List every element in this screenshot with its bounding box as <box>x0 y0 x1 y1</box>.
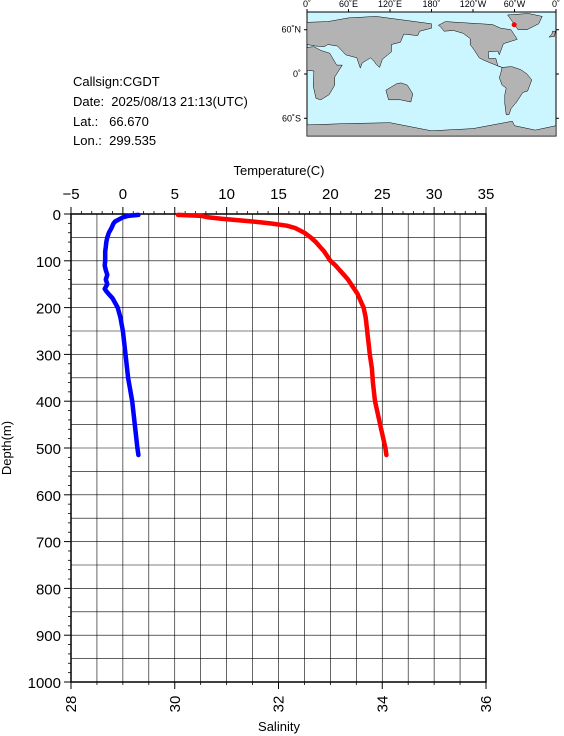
land-britain <box>548 30 556 38</box>
depth-tick-label: 1000 <box>28 675 61 692</box>
longitude-text: Lon.: 299.535 <box>73 133 157 148</box>
map-lon-label: 0˚ <box>552 0 560 9</box>
depth-axis-label: Depth(m) <box>0 421 14 475</box>
depth-tick-label: 200 <box>36 301 61 318</box>
temperature-tick-label: 20 <box>322 186 339 203</box>
map-lat-label: 60˚N <box>281 25 301 35</box>
map-lat-label: 0˚ <box>293 69 301 79</box>
map-location-marker <box>511 22 517 28</box>
depth-tick-label: 500 <box>36 441 61 458</box>
date-text: Date: 2025/08/13 21:13(UTC) <box>73 94 248 109</box>
temperature-tick-label: −5 <box>62 186 79 203</box>
plot-grid <box>71 214 486 682</box>
map-lon-label: 120˚W <box>460 0 487 9</box>
salinity-tick-label: 36 <box>478 696 495 713</box>
depth-tick-label: 300 <box>36 347 61 364</box>
land-australia <box>385 82 414 103</box>
salinity-tick-label: 28 <box>63 696 80 713</box>
map-lat-label: 60˚S <box>282 113 301 123</box>
temperature-tick-label: 15 <box>270 186 287 203</box>
land-africa <box>306 46 343 101</box>
depth-tick-label: 600 <box>36 488 61 505</box>
callsign-text: Callsign:CGDT <box>73 74 160 89</box>
map-lon-label: 0˚ <box>303 0 311 9</box>
depth-tick-label: 0 <box>53 207 61 224</box>
temperature-tick-label: 5 <box>171 186 179 203</box>
temperature-axis-label: Temperature(C) <box>233 163 324 178</box>
map-ticks <box>304 9 559 119</box>
temperature-tick-label: 30 <box>426 186 443 203</box>
axis-ticks <box>64 207 487 689</box>
temperature-tick-label: 25 <box>374 186 391 203</box>
land-americas <box>437 21 533 115</box>
location-map: 0˚ 60˚E 120˚E 180˚ 120˚W 60˚W 0˚ 60˚N 0˚ 60˚S <box>281 0 560 137</box>
temperature-tick-label: 0 <box>119 186 127 203</box>
salinity-tick-label: 32 <box>271 696 288 713</box>
map-labels: 0˚ 60˚E 120˚E 180˚ 120˚W 60˚W 0˚ 60˚N 0˚ 60˚S <box>281 0 560 123</box>
map-lon-label: 120˚E <box>378 0 402 9</box>
salinity-tick-label: 34 <box>374 696 391 713</box>
profile-series <box>102 212 389 458</box>
temperature-tick-label: 10 <box>218 186 235 203</box>
depth-tick-label: 900 <box>36 628 61 645</box>
land-antarctica <box>306 120 557 137</box>
land-eurasia <box>306 16 432 69</box>
depth-tick-label: 700 <box>36 535 61 552</box>
depth-tick-label: 400 <box>36 394 61 411</box>
salinity-tick-label: 30 <box>167 696 184 713</box>
map-lon-label: 60˚E <box>339 0 358 9</box>
salinity-profile-line <box>102 212 141 458</box>
map-lon-label: 60˚W <box>504 0 526 9</box>
depth-tick-label: 100 <box>36 254 61 271</box>
temperature-tick-label: 35 <box>478 186 495 203</box>
map-marker <box>511 22 517 28</box>
temperature-profile-line <box>175 212 389 458</box>
salinity-axis-label: Salinity <box>258 719 300 734</box>
map-land <box>306 13 557 137</box>
latitude-text: Lat.: 66.670 <box>73 114 149 129</box>
map-lon-label: 180˚ <box>422 0 440 9</box>
depth-tick-label: 800 <box>36 581 61 598</box>
